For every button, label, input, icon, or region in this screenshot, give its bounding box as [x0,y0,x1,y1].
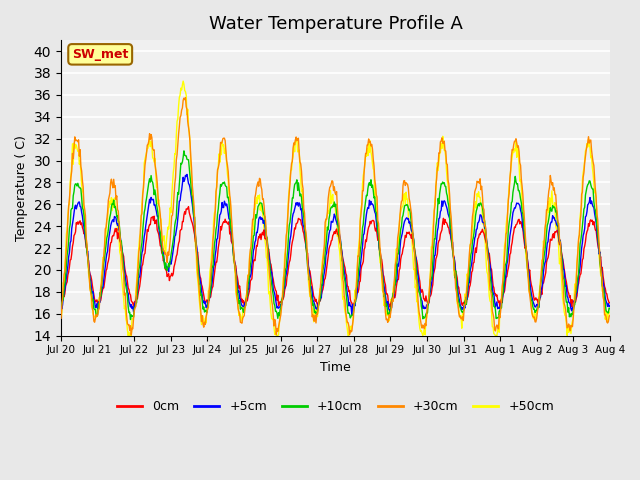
0cm [496,305,504,311]
+10cm [67,207,75,213]
+50cm [606,310,614,315]
+10cm [181,153,189,158]
+30cm [606,312,614,318]
+5cm [67,238,75,244]
+30cm [210,230,218,236]
+5cm [209,272,217,277]
X-axis label: Time: Time [320,361,351,374]
0cm [124,279,131,285]
+5cm [57,304,65,310]
+10cm [180,148,188,154]
Line: +5cm: +5cm [61,174,610,315]
+50cm [124,333,132,338]
0cm [606,300,614,306]
0cm [179,219,187,225]
Line: +50cm: +50cm [61,81,610,336]
+30cm [420,324,428,330]
0cm [403,229,411,235]
Line: +10cm: +10cm [61,151,610,320]
+50cm [67,172,75,178]
+5cm [420,303,428,309]
+10cm [404,203,412,208]
Legend: 0cm, +5cm, +10cm, +30cm, +50cm: 0cm, +5cm, +10cm, +30cm, +50cm [112,395,559,418]
+30cm [67,174,75,180]
Line: +30cm: +30cm [61,98,610,335]
Text: SW_met: SW_met [72,48,129,61]
+5cm [124,289,131,295]
+10cm [124,294,131,300]
+5cm [606,303,614,309]
+5cm [348,312,356,318]
Line: 0cm: 0cm [61,207,610,308]
+50cm [124,327,131,333]
0cm [57,299,65,305]
+5cm [404,216,412,222]
+30cm [182,95,189,101]
+10cm [210,253,218,259]
0cm [209,284,217,289]
+5cm [183,171,191,177]
+10cm [127,317,134,323]
+10cm [57,305,65,311]
+50cm [181,88,189,94]
0cm [419,289,427,295]
+50cm [57,318,65,324]
+50cm [404,196,412,202]
+10cm [420,314,428,320]
+30cm [127,332,135,338]
Title: Water Temperature Profile A: Water Temperature Profile A [209,15,462,33]
+50cm [210,216,218,222]
+50cm [179,78,187,84]
+5cm [179,174,187,180]
+10cm [606,306,614,312]
0cm [185,204,193,210]
+30cm [404,181,412,187]
+30cm [57,315,65,321]
+30cm [124,321,131,326]
+30cm [180,96,188,101]
Y-axis label: Temperature ( C): Temperature ( C) [15,135,28,241]
+50cm [420,330,428,336]
0cm [67,257,75,263]
